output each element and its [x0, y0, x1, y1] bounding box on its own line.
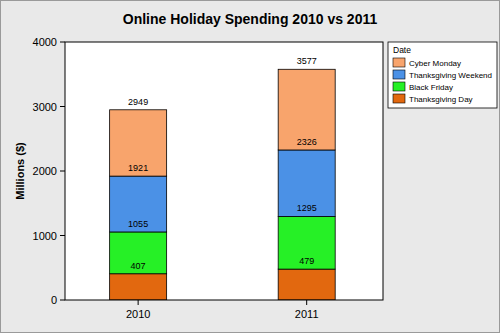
legend-label: Cyber Monday [409, 59, 461, 68]
legend-swatch [393, 58, 405, 67]
bar-segment [278, 216, 335, 269]
plot-frame [65, 42, 383, 300]
annotation: 1295 [297, 203, 317, 213]
x-tick [306, 300, 307, 305]
annotation: 1921 [128, 163, 148, 173]
legend-swatch [393, 70, 405, 79]
x-tick [138, 300, 139, 305]
y-tick-label: 4000 [33, 36, 57, 48]
background [1, 1, 500, 333]
legend-label: Black Friday [409, 83, 453, 92]
chart: Online Holiday Spending 2010 vs 2011 Mill… [0, 0, 500, 333]
bar-segment [278, 269, 335, 300]
legend: Date Cyber Monday Thanksgiving Weekend Blac… [388, 42, 497, 108]
legend-swatch [393, 94, 405, 103]
plot-area [65, 42, 383, 300]
bars [110, 69, 336, 300]
y-tick [60, 235, 65, 236]
y-tick-label: 0 [51, 294, 57, 306]
legend-label: Thanksgiving Weekend [409, 71, 492, 80]
bar-segment [110, 232, 167, 274]
y-axis-label: Millions ($) [14, 142, 26, 200]
y-tick [60, 106, 65, 107]
legend-box [388, 42, 497, 108]
bar-segment [110, 274, 167, 300]
legend-label: Thanksgiving Day [409, 95, 473, 104]
y-tick [60, 42, 65, 43]
bar-segment [110, 110, 167, 176]
x-tick-label: 2011 [295, 308, 319, 320]
annotation: 1055 [128, 219, 148, 229]
legend-swatch [393, 82, 405, 91]
bar-segment [110, 176, 167, 232]
annotation: 3577 [297, 56, 317, 66]
y-tick-label: 2000 [33, 165, 57, 177]
annotation: 2949 [128, 97, 148, 107]
x-tick-label: 2010 [126, 308, 150, 320]
legend-title: Date [393, 45, 411, 55]
title: Online Holiday Spending 2010 vs 2011 [123, 11, 378, 27]
y-tick-label: 3000 [33, 101, 57, 113]
bar-segment [278, 69, 335, 150]
annotation: 2326 [297, 137, 317, 147]
annotation: 479 [299, 256, 314, 266]
y-tick [60, 300, 65, 301]
annotation: 407 [131, 261, 146, 271]
y-tick-label: 1000 [33, 230, 57, 242]
bar-segment [278, 150, 335, 216]
y-tick [60, 171, 65, 172]
